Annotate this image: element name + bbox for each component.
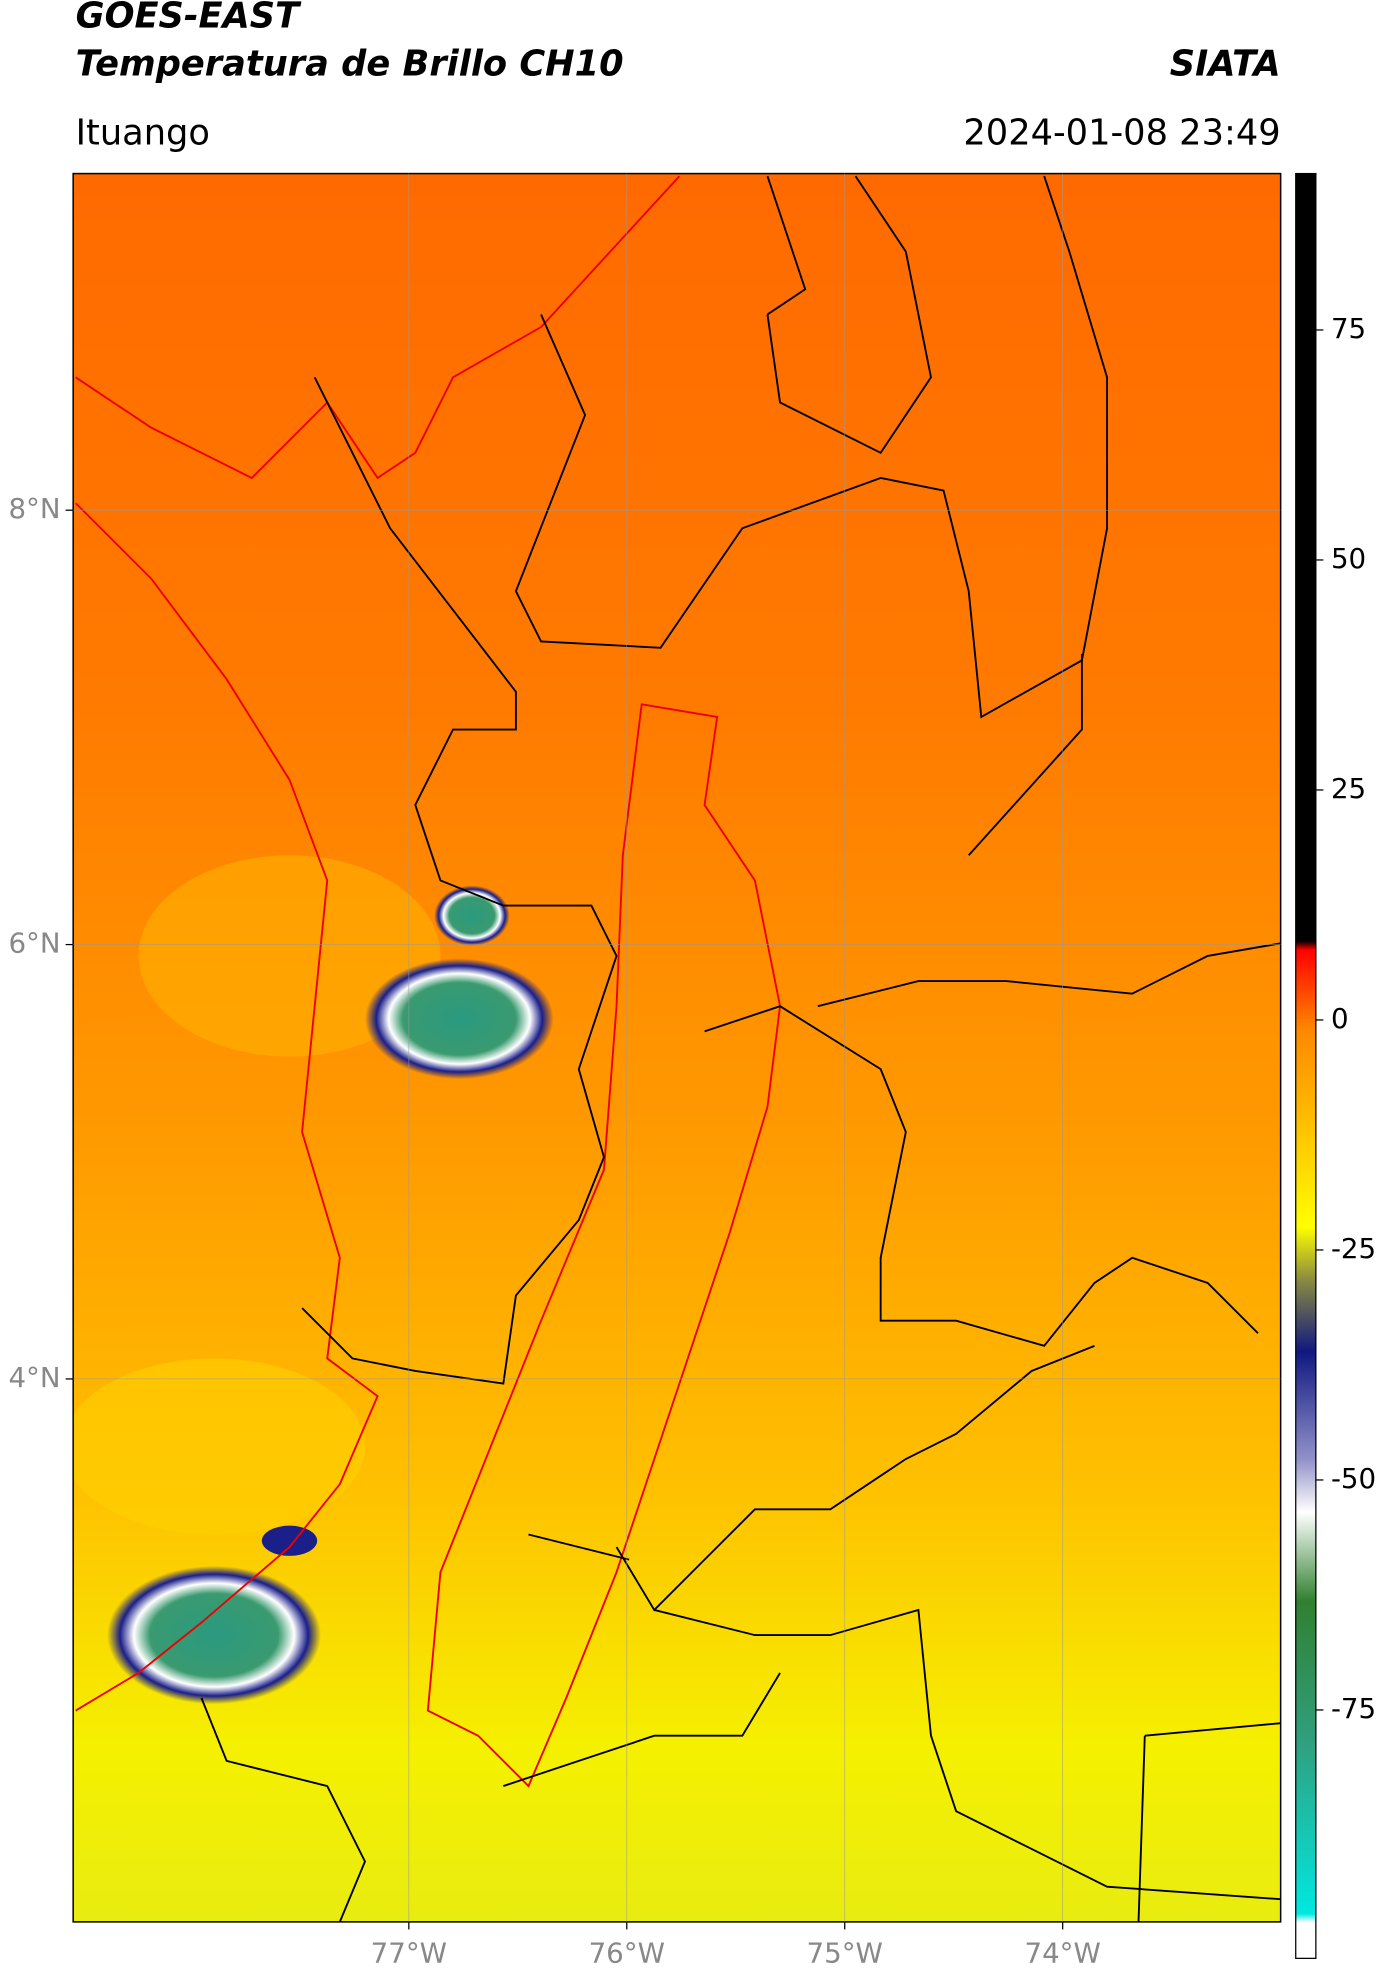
source: SIATA xyxy=(1170,43,1281,84)
satellite-image xyxy=(73,173,1281,1922)
x-tick-label: 74°W xyxy=(1024,1937,1100,1970)
y-tick-label: 8°N xyxy=(8,492,60,525)
product-title: Temperatura de Brillo CH10 xyxy=(76,43,624,84)
x-tick-label: 76°W xyxy=(589,1937,665,1970)
colorbar-tick-label: -75 xyxy=(1331,1692,1376,1725)
x-tick-label: 75°W xyxy=(807,1937,883,1970)
colorbar-tick-label: -50 xyxy=(1331,1462,1376,1495)
colorbar-tick-label: -25 xyxy=(1331,1232,1376,1265)
colorbar-tick-label: 25 xyxy=(1331,772,1366,805)
map-frame xyxy=(72,172,1282,1923)
y-tick-label: 4°N xyxy=(8,1361,60,1394)
colorbar-tick-label: 50 xyxy=(1331,542,1366,575)
colorbar xyxy=(1295,172,1317,1959)
colorbar-tick-label: 0 xyxy=(1331,1002,1349,1035)
y-tick-label: 6°N xyxy=(8,927,60,960)
location: Ituango xyxy=(76,113,210,154)
satellite-title: GOES-EAST xyxy=(76,0,302,37)
datetime: 2024-01-08 23:49 xyxy=(963,113,1280,154)
x-tick-label: 77°W xyxy=(371,1937,447,1970)
colorbar-tick-label: 75 xyxy=(1331,312,1366,345)
